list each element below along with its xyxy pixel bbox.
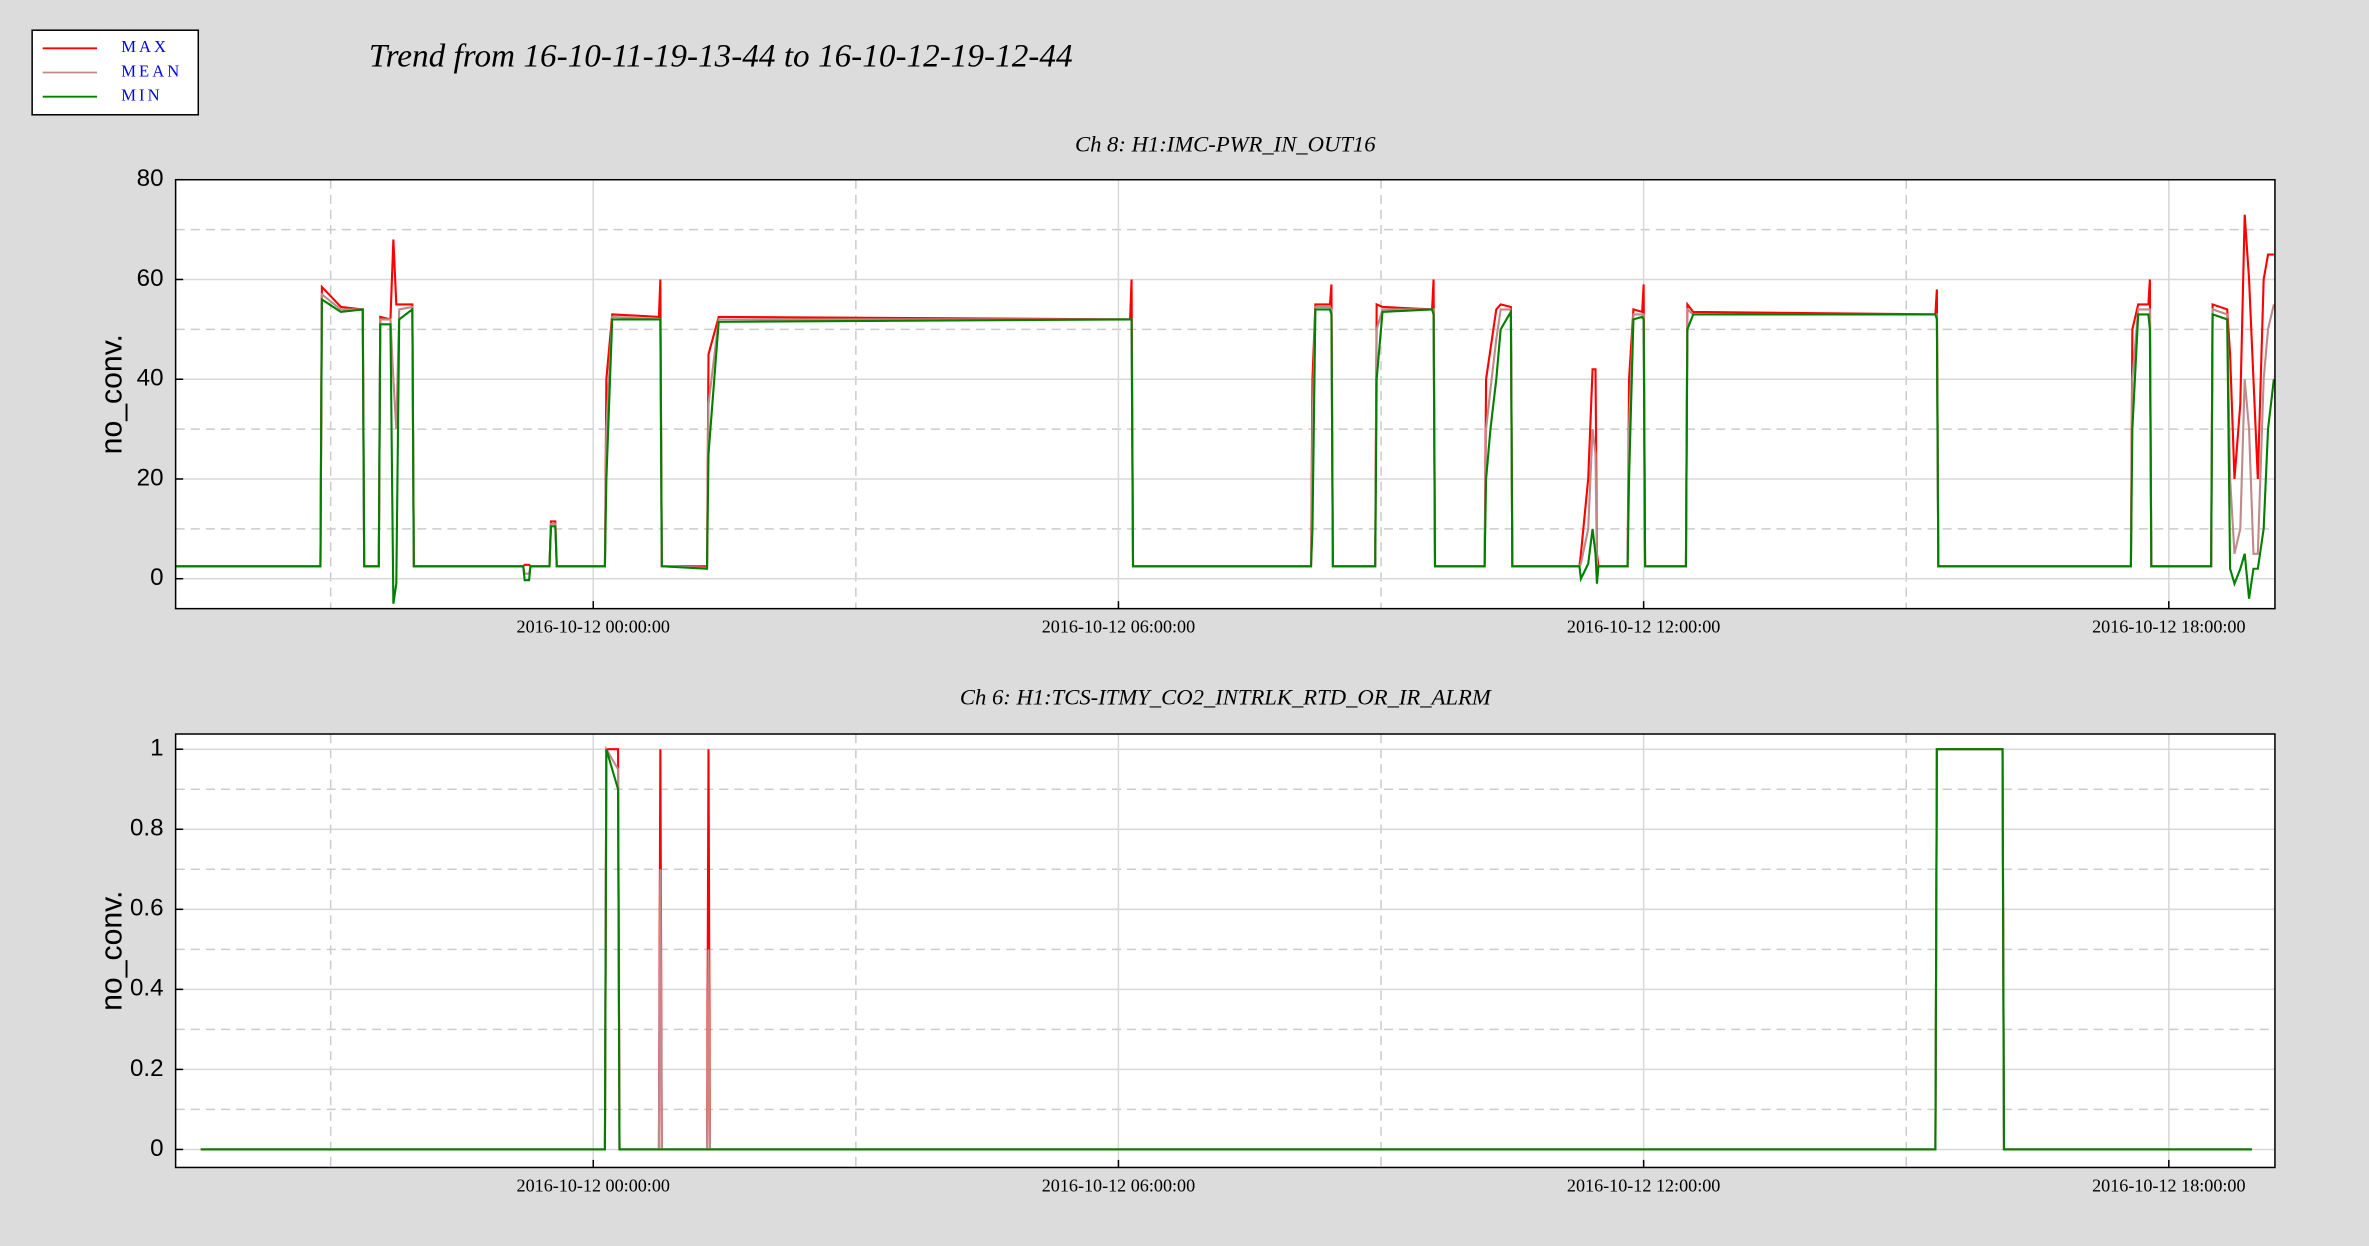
chart-title: Ch 6: H1:TCS-ITMY_CO2_INTRLK_RTD_OR_IR_A… [960,684,1492,709]
x-tick-label: 2016-10-12 06:00:00 [1042,616,1195,636]
legend-label: MEAN [121,61,182,80]
y-tick-label: 80 [137,165,164,192]
x-tick-label: 2016-10-12 06:00:00 [1042,1175,1195,1195]
y-axis-label: no_conv. [96,891,129,1011]
y-tick-label: 1 [150,735,163,762]
y-tick-label: 40 [137,365,164,392]
y-tick-label: 0.8 [130,815,164,842]
y-tick-label: 60 [137,265,164,292]
x-tick-label: 2016-10-12 12:00:00 [1567,1175,1720,1195]
x-tick-label: 2016-10-12 00:00:00 [517,616,670,636]
x-tick-label: 2016-10-12 18:00:00 [2092,616,2245,636]
x-tick-label: 2016-10-12 12:00:00 [1567,616,1720,636]
series-line [175,297,2275,604]
plot-area [175,734,2275,1168]
x-tick-label: 2016-10-12 18:00:00 [2092,1175,2245,1195]
y-tick-label: 20 [137,464,164,491]
y-tick-label: 0 [150,1135,163,1162]
series-line [200,748,2252,1151]
page-title: Trend from 16-10-11-19-13-44 to 16-10-12… [369,38,1073,75]
legend-label: MAX [121,37,169,56]
y-tick-label: 0.6 [130,895,164,922]
legend-label: MIN [121,85,162,104]
y-tick-label: 0.4 [130,975,164,1002]
y-tick-label: 0 [150,564,163,591]
plot-area [175,179,2275,609]
plot-frame [174,178,2276,610]
plot-frame [174,733,2276,1169]
chart-title: Ch 8: H1:IMC-PWR_IN_OUT16 [1075,132,1376,157]
y-axis-label: no_conv. [96,334,129,454]
x-tick-label: 2016-10-12 00:00:00 [517,1175,670,1195]
y-tick-label: 0.2 [130,1055,164,1082]
